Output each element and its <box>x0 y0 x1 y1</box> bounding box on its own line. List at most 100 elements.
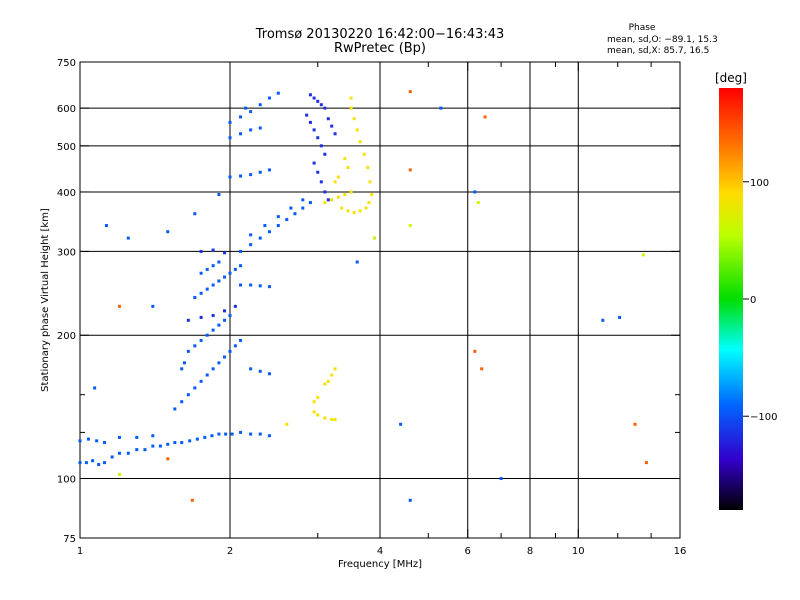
y-tick-label: 100 <box>57 475 76 486</box>
data-point <box>193 386 197 390</box>
x-tick-label: 8 <box>527 546 533 557</box>
x-axis-label: Frequency [MHz] <box>338 559 422 570</box>
data-point <box>323 190 327 194</box>
data-point <box>228 271 232 275</box>
data-point <box>349 106 353 110</box>
data-point <box>267 168 271 172</box>
data-point <box>276 91 280 95</box>
data-point <box>319 180 323 184</box>
data-point <box>186 318 190 322</box>
data-point <box>285 422 289 426</box>
data-point <box>352 211 356 215</box>
data-point <box>330 418 334 422</box>
data-point <box>263 224 267 228</box>
data-point <box>239 264 243 268</box>
data-point <box>126 236 130 240</box>
data-point <box>408 90 412 94</box>
data-point <box>258 170 262 174</box>
data-point <box>239 132 243 136</box>
data-point <box>217 279 221 283</box>
data-point <box>91 459 95 463</box>
data-point <box>97 463 101 467</box>
data-point <box>249 110 253 114</box>
data-point <box>86 437 90 441</box>
data-point <box>166 457 170 461</box>
data-point <box>312 400 316 404</box>
data-point <box>267 230 271 234</box>
data-point <box>644 461 648 465</box>
data-point <box>326 198 330 202</box>
data-point <box>186 393 190 397</box>
data-points <box>78 90 648 502</box>
tick-labels: 1 2 4 6 8 10 16 75 100 200 300 400 500 600 750 <box>57 58 686 557</box>
data-point <box>336 175 340 179</box>
data-point <box>104 224 108 228</box>
data-point <box>633 422 637 426</box>
data-point <box>362 152 366 156</box>
data-point <box>95 439 99 443</box>
data-point <box>151 444 155 448</box>
data-point <box>180 400 184 404</box>
data-point <box>233 267 237 271</box>
data-point <box>211 328 215 332</box>
x-tick-label: 4 <box>377 546 383 557</box>
data-point <box>205 373 209 377</box>
colorbar-tick-label: 0 <box>750 295 756 306</box>
data-point <box>249 243 253 247</box>
data-point <box>126 451 130 455</box>
data-point <box>199 271 203 275</box>
data-point <box>358 140 362 144</box>
data-point <box>333 180 337 184</box>
chart-subtitle: RwPretec (Bp) <box>334 41 426 56</box>
data-point <box>199 249 203 253</box>
data-point <box>217 193 221 197</box>
data-point <box>312 128 316 132</box>
data-point <box>346 166 350 170</box>
data-point <box>276 215 280 219</box>
data-point <box>223 318 227 322</box>
data-point <box>312 161 316 165</box>
data-point <box>103 441 107 445</box>
data-point <box>199 291 203 295</box>
data-point <box>370 193 374 197</box>
data-point <box>117 435 121 439</box>
data-point <box>618 315 622 319</box>
data-point <box>93 386 97 390</box>
data-point <box>78 461 82 465</box>
phase-stats-o: mean, sd,O: −89.1, 15.3 <box>607 35 718 45</box>
data-point <box>312 96 316 100</box>
colorbar <box>719 88 743 510</box>
data-point <box>258 126 262 130</box>
colorbar-tick-label: −100 <box>750 412 777 423</box>
data-point <box>323 106 327 110</box>
data-point <box>233 344 237 348</box>
data-point <box>249 283 253 287</box>
data-point <box>340 206 344 210</box>
data-point <box>230 432 234 436</box>
data-point <box>211 248 215 252</box>
data-point <box>476 201 480 205</box>
y-tick-label: 300 <box>57 247 76 258</box>
colorbar-ticks: 100 0 −100 <box>743 178 777 423</box>
data-point <box>330 124 334 128</box>
data-point <box>210 434 214 438</box>
data-point <box>193 212 197 216</box>
data-point <box>186 349 190 353</box>
data-point <box>188 439 192 443</box>
data-point <box>223 355 227 359</box>
data-point <box>349 96 353 100</box>
data-point <box>408 224 412 228</box>
data-point <box>182 361 186 365</box>
data-point <box>203 435 207 439</box>
data-point <box>308 120 312 124</box>
x-tick-label: 2 <box>227 546 233 557</box>
data-point <box>223 251 227 255</box>
data-point <box>316 395 320 399</box>
data-point <box>267 434 271 438</box>
data-point <box>483 115 487 119</box>
data-point <box>308 93 312 97</box>
data-point <box>249 432 253 436</box>
data-point <box>408 498 412 502</box>
data-point <box>319 103 323 107</box>
y-axis-label: Stationary phase Virtual Height [km] <box>40 208 51 392</box>
